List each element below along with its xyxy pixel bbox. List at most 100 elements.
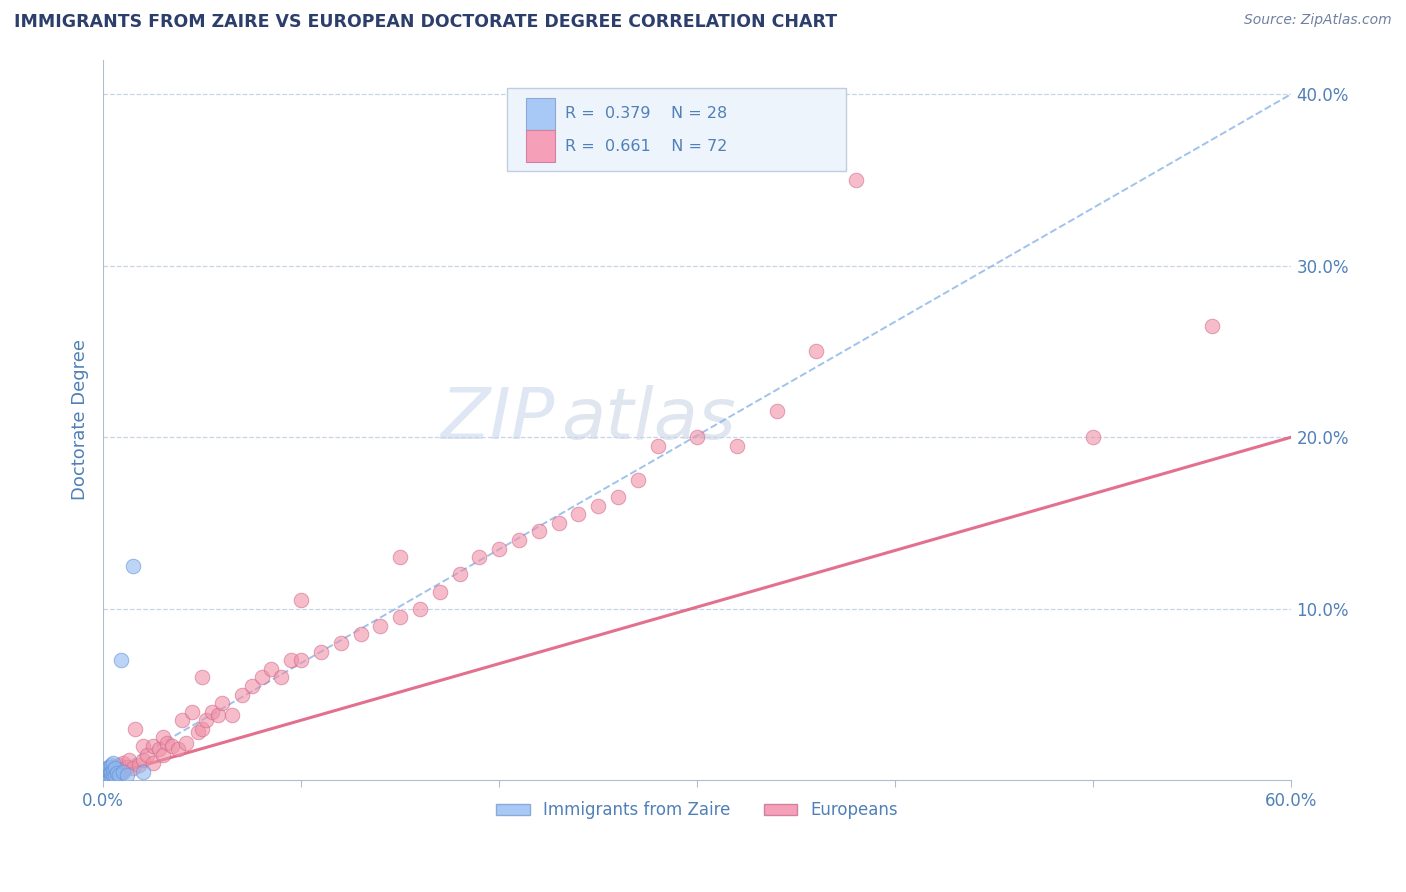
Point	[260, 662, 283, 676]
Point	[104, 761, 127, 775]
Text: Source: ZipAtlas.com: Source: ZipAtlas.com	[1244, 13, 1392, 28]
Point	[207, 708, 229, 723]
Point	[111, 763, 134, 777]
Point	[101, 756, 124, 771]
Point	[201, 705, 224, 719]
Point	[191, 670, 214, 684]
Point	[97, 768, 120, 782]
Point	[607, 490, 630, 504]
Point	[370, 619, 392, 633]
Point	[94, 768, 117, 782]
Point	[547, 516, 569, 530]
Point	[104, 761, 127, 775]
Point	[191, 722, 214, 736]
Point	[686, 430, 709, 444]
Point	[142, 756, 165, 771]
Point	[101, 766, 124, 780]
Point	[132, 764, 155, 779]
Point	[98, 770, 121, 784]
Point	[409, 601, 432, 615]
Point	[389, 610, 412, 624]
Point	[1083, 430, 1105, 444]
Text: atlas: atlas	[561, 385, 735, 454]
Point	[111, 764, 134, 779]
Point	[167, 742, 190, 756]
Point	[195, 713, 218, 727]
Point	[132, 753, 155, 767]
Point	[115, 759, 138, 773]
Point	[93, 768, 115, 782]
Legend: Immigrants from Zaire, Europeans: Immigrants from Zaire, Europeans	[489, 795, 905, 826]
Point	[111, 756, 134, 771]
Point	[152, 731, 174, 745]
Point	[121, 761, 143, 775]
Point	[100, 759, 122, 773]
Point	[488, 541, 510, 556]
Point	[98, 764, 121, 779]
Point	[588, 499, 610, 513]
FancyBboxPatch shape	[508, 88, 846, 171]
Point	[221, 708, 243, 723]
Point	[101, 768, 124, 782]
Point	[309, 644, 332, 658]
Point	[115, 768, 138, 782]
Point	[132, 739, 155, 753]
Point	[94, 770, 117, 784]
Point	[96, 766, 118, 780]
Point	[94, 764, 117, 779]
Point	[250, 670, 273, 684]
Point	[468, 550, 491, 565]
Point	[152, 747, 174, 762]
Text: ZIP: ZIP	[440, 385, 555, 454]
Point	[172, 713, 194, 727]
Point	[429, 584, 451, 599]
Point	[98, 763, 121, 777]
Point	[567, 508, 589, 522]
Point	[804, 344, 827, 359]
Text: IMMIGRANTS FROM ZAIRE VS EUROPEAN DOCTORATE DEGREE CORRELATION CHART: IMMIGRANTS FROM ZAIRE VS EUROPEAN DOCTOR…	[14, 13, 837, 31]
Point	[96, 761, 118, 775]
Point	[110, 766, 132, 780]
Point	[98, 766, 121, 780]
Point	[93, 770, 115, 784]
Text: R =  0.661    N = 72: R = 0.661 N = 72	[565, 138, 728, 153]
Point	[162, 739, 184, 753]
Point	[181, 705, 204, 719]
Point	[124, 722, 146, 736]
Point	[290, 593, 312, 607]
Point	[389, 550, 412, 565]
Point	[108, 757, 131, 772]
Point	[280, 653, 302, 667]
Point	[211, 696, 233, 710]
Point	[1201, 318, 1223, 333]
Point	[349, 627, 371, 641]
Point	[105, 764, 128, 779]
Point	[98, 759, 121, 773]
Point	[101, 763, 124, 777]
Point	[155, 735, 177, 749]
Point	[231, 688, 253, 702]
Point	[105, 766, 128, 780]
Y-axis label: Doctorate Degree: Doctorate Degree	[72, 340, 89, 500]
Point	[449, 567, 471, 582]
Point	[627, 473, 650, 487]
Point	[128, 757, 150, 772]
Point	[508, 533, 530, 547]
FancyBboxPatch shape	[526, 98, 555, 129]
Point	[100, 770, 122, 784]
FancyBboxPatch shape	[526, 130, 555, 162]
Point	[121, 558, 143, 573]
Point	[108, 768, 131, 782]
Point	[765, 404, 787, 418]
Point	[527, 524, 550, 539]
Point	[110, 653, 132, 667]
Point	[845, 172, 868, 186]
Point	[118, 753, 141, 767]
Point	[96, 770, 118, 784]
Point	[176, 735, 198, 749]
Point	[329, 636, 352, 650]
Point	[135, 747, 157, 762]
Point	[270, 670, 292, 684]
Text: R =  0.379    N = 28: R = 0.379 N = 28	[565, 106, 728, 121]
Point	[100, 757, 122, 772]
